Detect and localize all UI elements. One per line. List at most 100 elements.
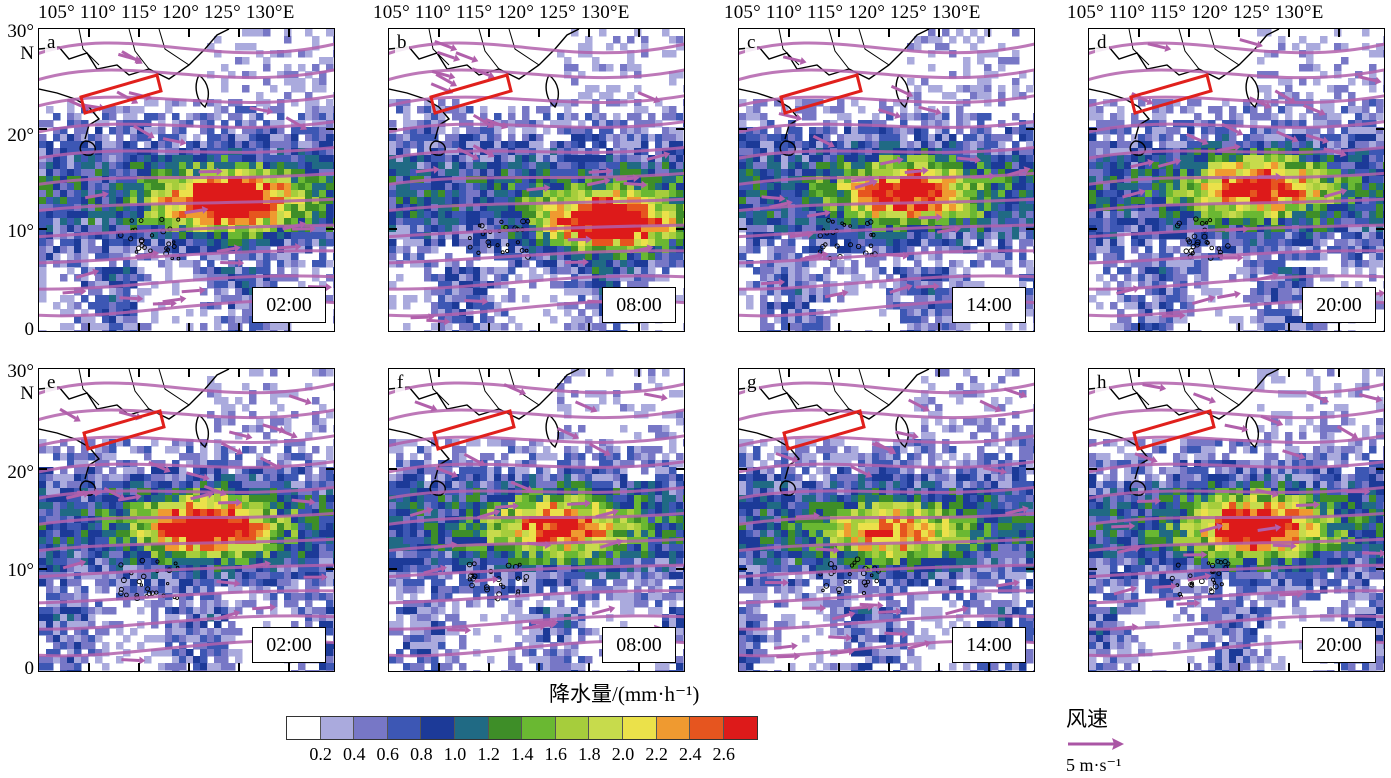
wind-arrowhead xyxy=(1288,96,1296,104)
wind-arrowhead xyxy=(585,235,592,244)
wind-arrowhead xyxy=(1179,311,1186,320)
wind-arrowhead xyxy=(902,251,910,260)
wind-vectors xyxy=(39,381,334,665)
wind-streamline xyxy=(739,511,1034,526)
wind-streamline xyxy=(39,434,334,448)
wind-arrow xyxy=(456,147,475,158)
wind-arrowhead xyxy=(1297,590,1304,599)
wind-arrow xyxy=(426,318,445,323)
map-panel-h: h 20:00 xyxy=(1088,368,1385,672)
wind-arrowhead xyxy=(924,639,932,648)
island xyxy=(146,590,152,597)
wind-arrowhead xyxy=(430,404,438,412)
island xyxy=(1188,248,1195,254)
island xyxy=(142,245,147,250)
island xyxy=(524,248,529,253)
wind-arrowhead xyxy=(572,432,580,440)
colorbar-swatch xyxy=(622,717,657,739)
wind-streamline xyxy=(1089,68,1384,82)
island xyxy=(868,219,874,225)
island xyxy=(176,217,181,222)
wind-streamline xyxy=(1089,197,1384,213)
colorbar-tick-label: 0.6 xyxy=(376,744,400,764)
wind-streamline xyxy=(739,249,1034,265)
wind-streamline xyxy=(39,408,334,422)
wind-arrow xyxy=(1216,292,1236,300)
wind-arrow xyxy=(181,288,200,294)
wind-arrow xyxy=(494,504,514,509)
wind-arrowhead xyxy=(245,432,253,441)
wind-arrow xyxy=(75,271,94,279)
lat-label-20: 20° xyxy=(7,125,34,146)
island xyxy=(477,223,482,228)
wind-arrowhead xyxy=(179,138,187,147)
wind-arrowhead xyxy=(1020,390,1028,399)
wind-arrow xyxy=(1260,414,1279,425)
wind-arrowhead xyxy=(1364,487,1371,496)
wind-arrow xyxy=(162,137,181,144)
wind-arrow xyxy=(148,460,166,471)
island xyxy=(1212,581,1217,585)
wind-arrow xyxy=(249,106,268,113)
wind-arrow xyxy=(890,84,909,96)
island xyxy=(148,248,153,254)
wind-arrowhead xyxy=(1194,599,1201,608)
wind-arrowhead xyxy=(820,604,827,613)
colorbar-swatch xyxy=(690,717,724,739)
island xyxy=(820,244,826,250)
colorbar-title: 降水量/(mm·h⁻¹) xyxy=(549,682,700,706)
wind-arrowhead xyxy=(1208,294,1216,303)
wind-streamline xyxy=(739,68,1034,82)
wind-arrowhead xyxy=(1130,585,1138,594)
wind-arrowhead xyxy=(264,560,272,568)
wind-streamline xyxy=(39,120,334,134)
wind-streamline xyxy=(739,434,1034,448)
island xyxy=(1190,581,1195,586)
wind-arrowhead xyxy=(606,167,613,176)
wind-arrowhead xyxy=(1298,452,1306,461)
wind-arrowhead xyxy=(235,447,243,455)
wind-arrow xyxy=(904,169,923,174)
wind-arrow xyxy=(62,290,81,295)
colorbar-swatch xyxy=(589,717,623,739)
wind-arrowhead xyxy=(888,447,897,455)
colorbar-tick-label: 2.4 xyxy=(678,744,702,764)
wind-arrow xyxy=(190,493,209,501)
wind-arrow xyxy=(1305,133,1324,142)
island xyxy=(1205,240,1210,245)
wind-arrowhead xyxy=(234,579,241,588)
wind-arrowhead xyxy=(782,578,789,587)
wind-arrowhead xyxy=(266,107,274,116)
wind-arrow xyxy=(414,400,433,410)
wind-vectors xyxy=(1089,381,1384,658)
precip-map xyxy=(1089,369,1384,671)
wind-arrowhead xyxy=(1275,172,1282,181)
lat-label-20: 20° xyxy=(7,462,34,483)
colorbar-swatch xyxy=(320,717,355,739)
wind-arrowhead xyxy=(791,642,798,651)
colorbar-swatch xyxy=(287,717,321,739)
wind-arrow xyxy=(895,430,914,438)
wind-streamline xyxy=(389,589,684,605)
wind-arrow xyxy=(1323,190,1342,199)
wind-arrow xyxy=(423,567,442,575)
wind-arrow xyxy=(184,208,203,215)
wind-arrowhead xyxy=(1134,544,1142,553)
wind-arrow xyxy=(850,177,870,183)
wind-arrowhead xyxy=(1340,187,1348,196)
wind-streamline xyxy=(389,120,684,134)
axis-ticks xyxy=(1089,369,1384,671)
panel-time: 20:00 xyxy=(1302,287,1376,323)
wind-arrowhead xyxy=(487,71,495,79)
wind-arrowhead xyxy=(1164,44,1172,52)
wind-arrow xyxy=(1007,168,1026,177)
wind-arrow xyxy=(1192,392,1211,402)
wind-arrow xyxy=(983,466,1002,473)
wind-arrow xyxy=(1157,160,1177,168)
colorbar-swatch xyxy=(421,717,455,739)
wind-arrowhead xyxy=(440,564,447,573)
island xyxy=(847,579,852,584)
wind-arrow xyxy=(477,511,496,520)
wind-arrowhead xyxy=(135,493,142,502)
wind-arrow xyxy=(436,50,455,60)
